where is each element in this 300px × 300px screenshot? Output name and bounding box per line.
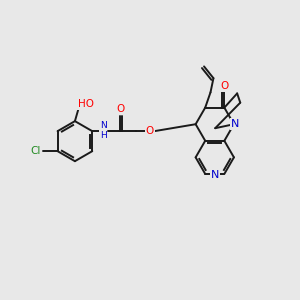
Text: Cl: Cl	[31, 146, 41, 156]
Text: N: N	[231, 119, 240, 129]
Text: O: O	[220, 81, 229, 91]
Text: O: O	[146, 126, 154, 136]
Text: N
H: N H	[100, 121, 107, 140]
Text: O: O	[116, 104, 124, 114]
Text: HO: HO	[78, 99, 94, 109]
Text: N: N	[211, 169, 219, 179]
